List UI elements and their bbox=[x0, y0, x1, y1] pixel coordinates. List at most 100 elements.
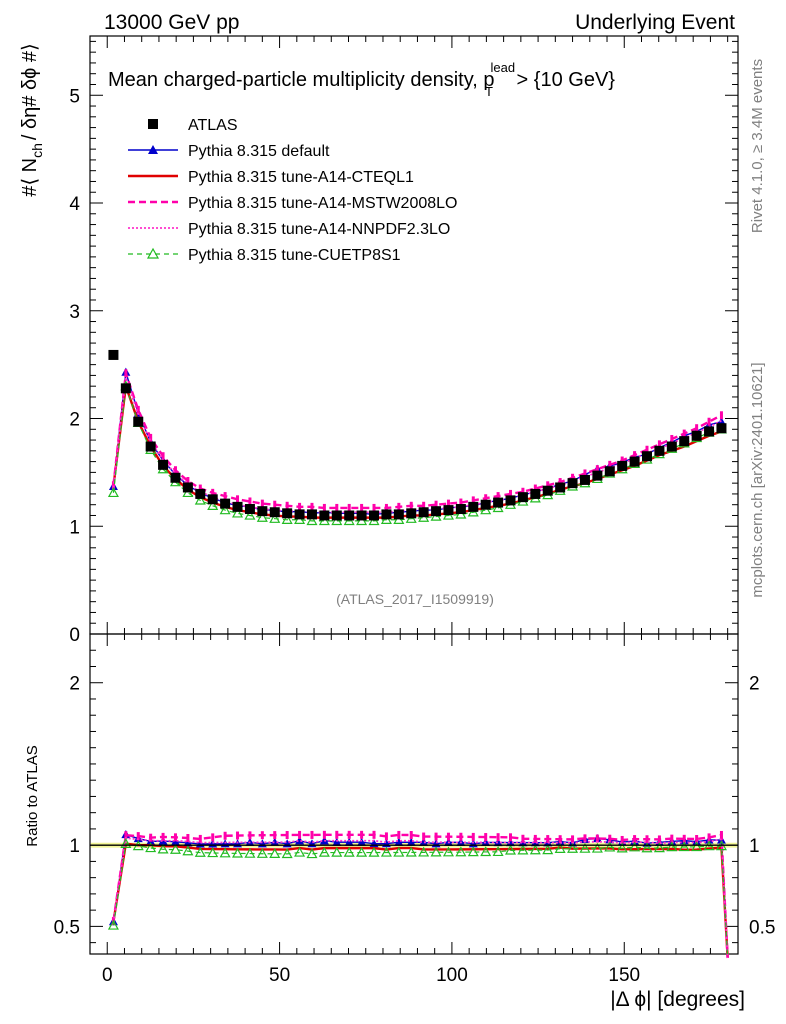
x-axis-label: |Δ ϕ| [degrees] bbox=[610, 988, 745, 1011]
atlas-data-point bbox=[679, 436, 690, 447]
atlas-data-point bbox=[356, 510, 367, 521]
ratio-ticks: 0 50 100 150 0.5 0.5 1 1 2 2 bbox=[54, 634, 775, 986]
atlas-data-point bbox=[393, 509, 404, 520]
ratio-point bbox=[567, 842, 579, 853]
atlas-data-point bbox=[431, 506, 442, 517]
atlas-data-point bbox=[306, 509, 317, 520]
ratio-point bbox=[529, 844, 541, 855]
ratio-y-tick-label: 1 bbox=[749, 836, 760, 857]
ratio-point bbox=[405, 846, 417, 857]
atlas-data-point bbox=[244, 504, 255, 515]
legend-marker-atlas bbox=[148, 119, 158, 129]
ratio-point bbox=[306, 848, 318, 859]
ratio-point bbox=[678, 841, 690, 852]
ratio-frame bbox=[89, 633, 739, 955]
y-tick-label: 2 bbox=[69, 410, 80, 431]
atlas-data-point bbox=[505, 495, 516, 506]
series-line bbox=[112, 372, 723, 510]
legend-label: Pythia 8.315 tune-CUETP8S1 bbox=[188, 247, 401, 264]
ratio-point bbox=[493, 838, 503, 847]
atlas-data-point bbox=[480, 499, 491, 510]
atlas-data-point bbox=[579, 474, 590, 485]
ratio-point bbox=[183, 838, 193, 847]
atlas-data-point bbox=[406, 508, 417, 519]
atlas-data-point bbox=[195, 488, 206, 499]
ratio-point bbox=[256, 847, 268, 858]
series-point bbox=[256, 511, 268, 522]
atlas-data-point bbox=[592, 470, 603, 481]
atlas-data-point bbox=[170, 472, 181, 483]
atlas-data-point bbox=[331, 510, 342, 521]
ratio-point bbox=[182, 845, 194, 856]
atlas-data-point bbox=[232, 501, 243, 512]
atlas-data-point bbox=[629, 456, 640, 467]
x-tick-label: 0 bbox=[102, 965, 113, 986]
ratio-point bbox=[442, 846, 454, 857]
ratio-point bbox=[145, 842, 157, 853]
atlas-data-point bbox=[133, 416, 144, 427]
x-tick-label: 150 bbox=[608, 965, 640, 986]
ratio-point bbox=[380, 846, 392, 857]
ratio-point bbox=[616, 842, 628, 853]
series-point bbox=[232, 507, 244, 518]
legend-marker bbox=[148, 145, 158, 154]
atlas-data-point bbox=[282, 508, 293, 519]
ratio-point bbox=[318, 846, 330, 857]
ratio-point bbox=[157, 843, 169, 854]
atlas-data-point bbox=[555, 482, 566, 493]
atlas-data-point bbox=[369, 510, 380, 521]
ratio-point bbox=[418, 846, 430, 857]
ratio-point bbox=[629, 841, 641, 852]
chart-title-sub: T bbox=[485, 84, 493, 99]
atlas-data-point bbox=[542, 485, 553, 496]
analysis-id: (ATLAS_2017_I1509919) bbox=[336, 591, 494, 607]
legend-label: ATLAS bbox=[188, 117, 238, 134]
ratio-y-axis-label: Ratio to ATLAS bbox=[24, 745, 41, 846]
ratio-point bbox=[244, 847, 256, 858]
ratio-point bbox=[691, 841, 703, 852]
ratio-y-tick-label: 0.5 bbox=[54, 917, 80, 938]
atlas-data-point bbox=[145, 441, 156, 452]
ratio-point bbox=[331, 846, 343, 857]
ratio-point bbox=[517, 844, 529, 855]
ratio-point bbox=[219, 847, 231, 858]
ratio-point bbox=[393, 846, 405, 857]
atlas-data-point bbox=[716, 423, 727, 434]
atlas-data-point bbox=[344, 510, 355, 521]
atlas-data-point bbox=[381, 509, 392, 520]
atlas-data-point bbox=[654, 445, 665, 456]
ratio-point bbox=[492, 846, 504, 857]
atlas-data-point bbox=[493, 497, 504, 508]
legend-marker bbox=[146, 247, 160, 259]
atlas-data-point bbox=[443, 505, 454, 516]
ratio-point bbox=[357, 837, 367, 846]
ylabel-sub: ch bbox=[29, 143, 45, 158]
ratio-point bbox=[430, 846, 442, 857]
atlas-data-point bbox=[220, 498, 231, 509]
atlas-data-point bbox=[319, 510, 330, 521]
main-y-axis-label: #⟨ Nch / δη# δϕ #⟩ bbox=[19, 43, 45, 197]
ratio-point bbox=[666, 841, 678, 852]
ratio-point bbox=[579, 842, 591, 853]
ratio-point bbox=[194, 846, 206, 857]
ratio-point bbox=[455, 846, 467, 857]
process-label: Underlying Event bbox=[575, 11, 735, 34]
atlas-data-point bbox=[108, 349, 119, 360]
ratio-point bbox=[281, 848, 293, 859]
ratio-y-tick-label: 1 bbox=[69, 836, 80, 857]
atlas-data-point bbox=[182, 482, 193, 493]
x-tick-label: 50 bbox=[269, 965, 290, 986]
atlas-data-point bbox=[691, 430, 702, 441]
atlas-data-point bbox=[530, 488, 541, 499]
ratio-point bbox=[295, 836, 305, 845]
atlas-data-point bbox=[269, 507, 280, 518]
atlas-data-point bbox=[617, 460, 628, 471]
ratio-point bbox=[604, 841, 616, 852]
main-panel: 0 1 2 3 4 5 Mean charged-particle multiplicit… bbox=[69, 35, 739, 646]
atlas-data-point bbox=[207, 494, 218, 505]
atlas-data-point bbox=[158, 459, 169, 470]
atlas-data-point bbox=[418, 507, 429, 518]
chart-title-sup: lead bbox=[490, 60, 515, 75]
atlas-data-point bbox=[468, 501, 479, 512]
y-tick-label: 0 bbox=[69, 625, 80, 646]
